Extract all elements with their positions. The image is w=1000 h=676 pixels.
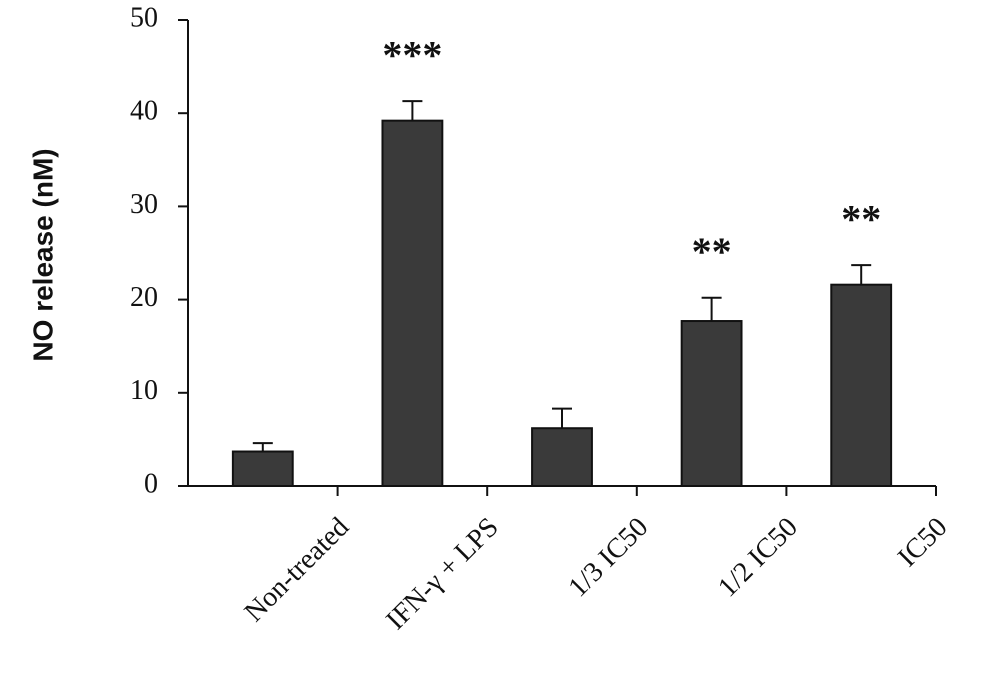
y-axis-title: NO release (nM) [27, 148, 58, 361]
x-tick-label: Non-treated [239, 512, 355, 628]
bar [231, 450, 294, 487]
significance-label: ** [841, 196, 881, 241]
bar [680, 320, 743, 488]
significance-label: *** [382, 32, 442, 77]
bar [531, 427, 593, 488]
y-tick-label: 20 [130, 282, 158, 313]
y-tick-label: 30 [130, 189, 158, 220]
y-tick-label: 50 [130, 2, 158, 33]
x-tick-label: IC50 [892, 512, 954, 574]
bar [381, 119, 444, 487]
y-tick-label: 0 [144, 468, 158, 499]
x-tick-label: 1/2 IC50 [712, 512, 804, 604]
significance-label: ** [692, 229, 732, 274]
x-tick-label: 1/3 IC50 [563, 512, 655, 604]
y-tick-label: 10 [130, 375, 158, 406]
x-tick-label: IFN-γ + LPS [380, 512, 504, 636]
y-tick-label: 40 [130, 96, 158, 127]
bar [830, 283, 893, 487]
